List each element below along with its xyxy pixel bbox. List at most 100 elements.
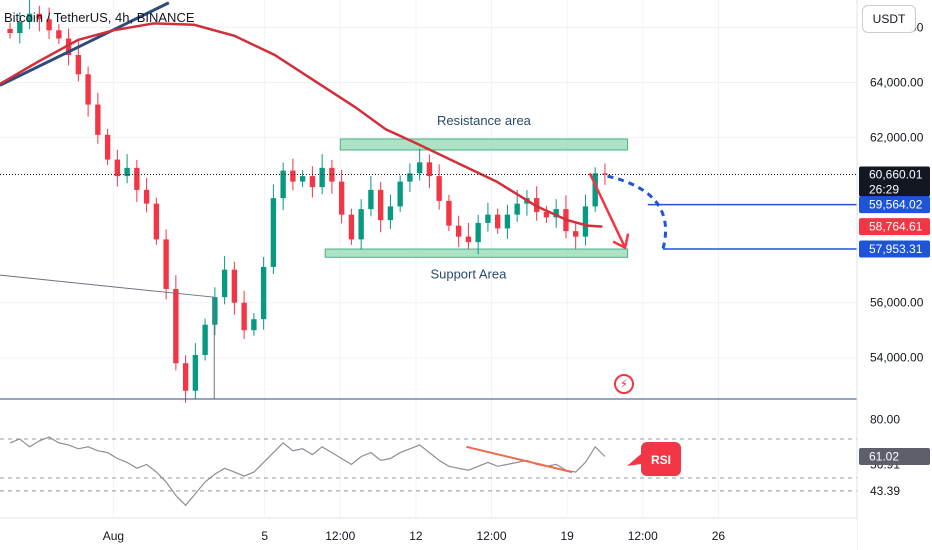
candle-body (134, 167, 140, 190)
rsi-badge-pointer (627, 454, 641, 466)
time-tick-label: Aug (103, 529, 124, 543)
rsi-value-tag-label: 61.02 (869, 450, 899, 464)
candle-body (397, 181, 403, 207)
candle-body (192, 354, 199, 391)
support-zone (324, 248, 629, 258)
candle-body (494, 214, 501, 229)
alert-flash-icon[interactable]: ⚡ (614, 374, 634, 394)
support-area-label: Support Area (430, 266, 507, 281)
rsi-tick-label: 80.00 (870, 413, 900, 427)
candle-body (280, 170, 286, 199)
projection-dashed-curve (607, 174, 668, 250)
rsi-line (9, 436, 606, 507)
candle-body (75, 55, 82, 75)
time-axis-bg (0, 518, 857, 550)
candle-body (319, 167, 325, 188)
candle-body (104, 134, 111, 160)
candle-body (436, 176, 442, 201)
level-price-tag (859, 218, 930, 236)
candle-body (290, 170, 296, 182)
candle-body (299, 176, 306, 182)
level-price-tag-label: 58,764.61 (869, 220, 923, 234)
candle-body (251, 319, 257, 331)
candle-body (553, 209, 559, 218)
candle-body (46, 19, 52, 31)
resistance-zone (339, 138, 629, 151)
time-tick-label: 12:00 (476, 529, 506, 543)
time-tick-label: 26 (712, 529, 726, 543)
time-tick-label: 12 (409, 529, 423, 543)
candle-body (368, 189, 374, 210)
down-arrow-head (612, 233, 630, 250)
down-arrow-shaft (588, 172, 627, 249)
level-price-tag-label: 59,564.02 (869, 198, 923, 212)
candle-body (602, 173, 608, 175)
current-price-tag (859, 166, 930, 197)
rsi-badge-label: RSI (651, 453, 671, 467)
candle-body (504, 214, 511, 229)
time-tick-label: 19 (560, 529, 574, 543)
candle-body (514, 203, 520, 215)
candle-body (446, 200, 452, 226)
candle-body (221, 269, 228, 298)
candle-body (26, 13, 33, 23)
symbol-title: Bitcoin / TetherUS, 4h, BINANCE (4, 10, 195, 25)
candle-body (426, 162, 433, 177)
candle-body (407, 173, 413, 182)
candle-body (153, 203, 160, 240)
candle-body (329, 167, 335, 182)
candle-body (114, 159, 121, 177)
currency-button[interactable]: USDT (862, 5, 916, 33)
current-price-tag-label: 60,660.01 (869, 167, 923, 181)
candle-body (465, 236, 472, 243)
candle-body (416, 162, 423, 174)
candle-body (348, 214, 355, 240)
candle-body (85, 74, 91, 105)
current-price-tag-countdown: 26:29 (869, 182, 899, 196)
level-price-tag-label: 57,953.31 (869, 242, 923, 256)
rsi-tick-label: 43.39 (870, 484, 900, 498)
candle-body (387, 206, 394, 221)
rsi-value-tag (859, 448, 930, 466)
candle-body (485, 214, 491, 223)
price-tick-label: 54,000.00 (870, 351, 924, 365)
candle-body (338, 181, 345, 215)
candle-body (124, 167, 130, 177)
candle-body (573, 231, 579, 237)
candle-body (309, 176, 316, 188)
resistance-area-label: Resistance area (437, 113, 532, 128)
candle-body (582, 206, 589, 237)
candle-body (377, 189, 384, 221)
trendline-grey (0, 274, 215, 298)
rsi-divergence-line (466, 445, 573, 474)
time-tick-label: 12:00 (325, 529, 355, 543)
level-price-tag (859, 240, 930, 258)
candle-body (475, 222, 481, 243)
candle-body (173, 288, 179, 364)
candle-body (241, 302, 247, 331)
price-tick-label: 64,000.00 (870, 76, 924, 90)
candle-body (358, 209, 364, 240)
time-tick-label: 5 (261, 529, 268, 543)
candle-body (231, 269, 238, 303)
rsi-badge (641, 442, 681, 476)
candle-body (202, 324, 208, 355)
candle-body (455, 225, 462, 237)
candle-group (7, 0, 608, 403)
price-tick-label: 56,000.00 (870, 296, 924, 310)
time-tick-label: 12:00 (628, 529, 658, 543)
candle-body (592, 173, 598, 207)
candle-body (543, 211, 550, 218)
candle-body (56, 30, 62, 39)
candle-body (182, 363, 189, 391)
candle-body (65, 38, 72, 56)
moving-average-line (0, 22, 603, 228)
candle-body (143, 189, 150, 204)
trendline-up (0, 1, 170, 87)
candle-body (95, 104, 101, 135)
candle-body (260, 266, 267, 320)
candle-body (270, 198, 277, 267)
price-tick-label: 62,000.00 (870, 131, 924, 145)
candle-body (163, 239, 169, 289)
